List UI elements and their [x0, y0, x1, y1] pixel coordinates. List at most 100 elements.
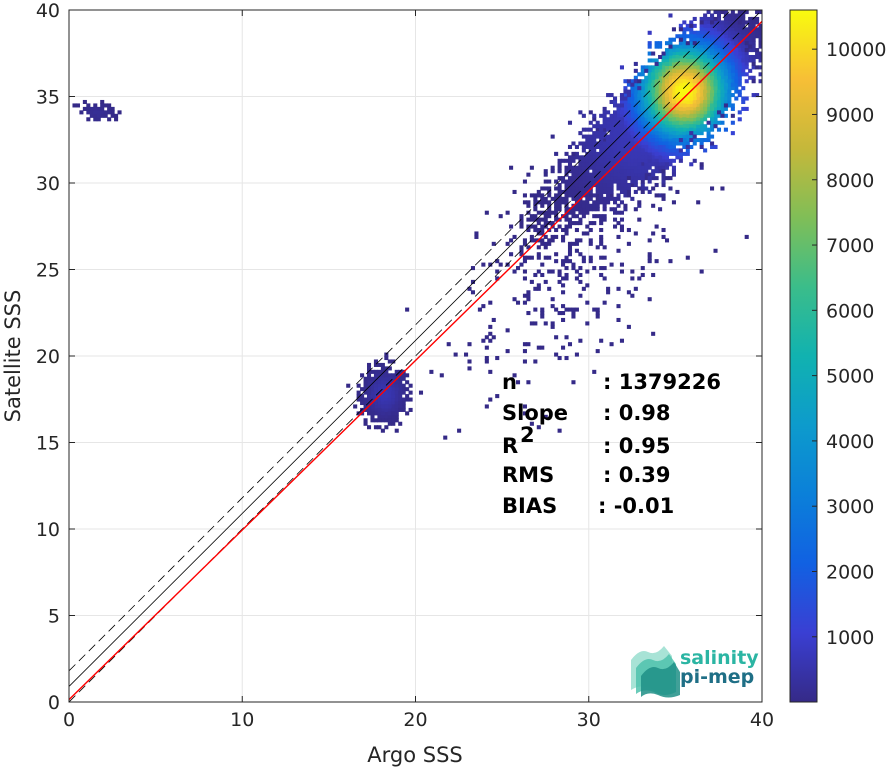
heat-cell [675, 103, 680, 108]
heat-cell [567, 165, 573, 170]
heat-cell [678, 54, 683, 60]
heat-cell [557, 196, 562, 201]
heat-cell [647, 106, 652, 111]
heat-cell [734, 37, 739, 42]
heat-cell [509, 238, 514, 243]
heat-cell [647, 134, 652, 139]
heat-cell [668, 138, 673, 143]
heat-cell [730, 54, 735, 60]
heat-cell [588, 255, 593, 260]
heat-cell [664, 72, 670, 77]
heat-cell [741, 41, 746, 46]
heat-cell [592, 151, 597, 156]
heat-cell [613, 141, 618, 146]
heat-cell [370, 383, 375, 388]
heat-cell [557, 158, 562, 163]
heat-cell [599, 241, 604, 246]
heat-cell [706, 75, 711, 80]
heat-cell [658, 165, 663, 170]
heat-cell [550, 134, 555, 139]
heat-cell [658, 148, 663, 153]
heat-cell [581, 200, 586, 205]
heat-cell [658, 75, 663, 80]
heat-cell [616, 155, 621, 160]
stat-value-2: : 0.95 [603, 434, 671, 458]
heat-cell [595, 207, 600, 212]
heat-cell [633, 120, 638, 125]
heat-cell [744, 61, 749, 66]
heat-cell [658, 141, 663, 146]
heat-cell [550, 324, 555, 329]
heat-cell [734, 48, 739, 53]
heat-cell [550, 210, 555, 215]
heat-cell [616, 183, 621, 188]
heat-cell [671, 134, 676, 139]
heat-cell [366, 369, 372, 374]
heat-cell [706, 86, 711, 91]
heat-cell [578, 207, 583, 212]
heat-cell [706, 44, 711, 49]
heat-cell [550, 304, 555, 309]
heat-cell [356, 383, 361, 388]
heat-cell [685, 51, 690, 56]
heat-cell [571, 165, 576, 170]
heat-cell [654, 224, 659, 229]
heat-cell [751, 20, 756, 25]
heat-cell [723, 37, 728, 42]
heat-cell [574, 196, 579, 201]
heat-cell [647, 144, 652, 149]
heat-cell [737, 58, 742, 63]
heat-cell [734, 89, 739, 94]
heat-cell [703, 148, 708, 153]
heat-cell [692, 58, 697, 63]
heat-cell [533, 224, 538, 229]
heat-cell [505, 262, 510, 267]
heat-cell [613, 169, 618, 174]
heat-cell [727, 41, 732, 46]
heat-cell [713, 20, 718, 25]
heat-cell [543, 217, 548, 222]
reference-line-2 [69, 10, 762, 702]
heat-cell [606, 189, 611, 194]
heat-cell [668, 134, 673, 139]
heat-cell [654, 58, 659, 63]
heat-cell [664, 79, 670, 84]
heat-cell [682, 96, 687, 101]
heat-cell [633, 207, 638, 212]
heat-cell [692, 158, 697, 163]
heat-cell [630, 155, 635, 160]
heat-cell [675, 68, 680, 73]
heat-cell [651, 75, 656, 80]
heat-cell [561, 290, 566, 295]
heat-cell [574, 307, 579, 312]
heat-cell [110, 113, 115, 118]
heat-cell [661, 138, 666, 143]
heat-cell [661, 134, 666, 139]
heat-cell [720, 68, 725, 73]
heat-cell [675, 48, 680, 53]
heat-cell [585, 172, 590, 177]
heat-cell [723, 96, 728, 101]
heat-cell [664, 110, 670, 115]
heat-cell [595, 158, 600, 163]
heat-cell [699, 86, 704, 91]
heat-cell [710, 127, 715, 132]
heat-cell [685, 41, 690, 46]
heat-cell [630, 134, 635, 139]
heat-cell [592, 124, 597, 129]
x-tick-label-0: 0 [63, 709, 75, 731]
heat-cell [703, 13, 708, 18]
heat-cell [671, 89, 676, 94]
heat-cell [710, 51, 715, 56]
heat-cell [398, 404, 403, 409]
heat-cell [723, 68, 728, 73]
heat-cell [588, 110, 593, 115]
stat-label-sup-2: 2 [520, 423, 535, 447]
heat-cell [609, 99, 614, 105]
heat-cell [748, 20, 753, 25]
colorbar-tick-label-3: 4000 [826, 431, 874, 453]
heat-cell [554, 210, 559, 215]
heat-cell [637, 169, 642, 174]
heat-cell [387, 421, 392, 426]
heat-cell [581, 183, 586, 188]
